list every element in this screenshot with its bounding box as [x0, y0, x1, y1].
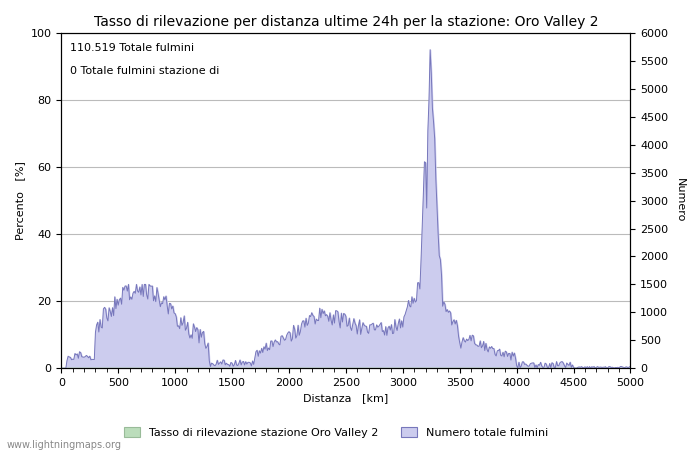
Title: Tasso di rilevazione per distanza ultime 24h per la stazione: Oro Valley 2: Tasso di rilevazione per distanza ultime…: [94, 15, 598, 29]
Text: 0 Totale fulmini stazione di: 0 Totale fulmini stazione di: [70, 67, 219, 76]
Legend: Tasso di rilevazione stazione Oro Valley 2, Numero totale fulmini: Tasso di rilevazione stazione Oro Valley…: [119, 423, 553, 442]
X-axis label: Distanza   [km]: Distanza [km]: [303, 393, 389, 404]
Text: www.lightningmaps.org: www.lightningmaps.org: [7, 440, 122, 450]
Y-axis label: Numero: Numero: [675, 178, 685, 223]
Text: 110.519 Totale fulmini: 110.519 Totale fulmini: [70, 43, 194, 53]
Y-axis label: Percento   [%]: Percento [%]: [15, 161, 25, 240]
